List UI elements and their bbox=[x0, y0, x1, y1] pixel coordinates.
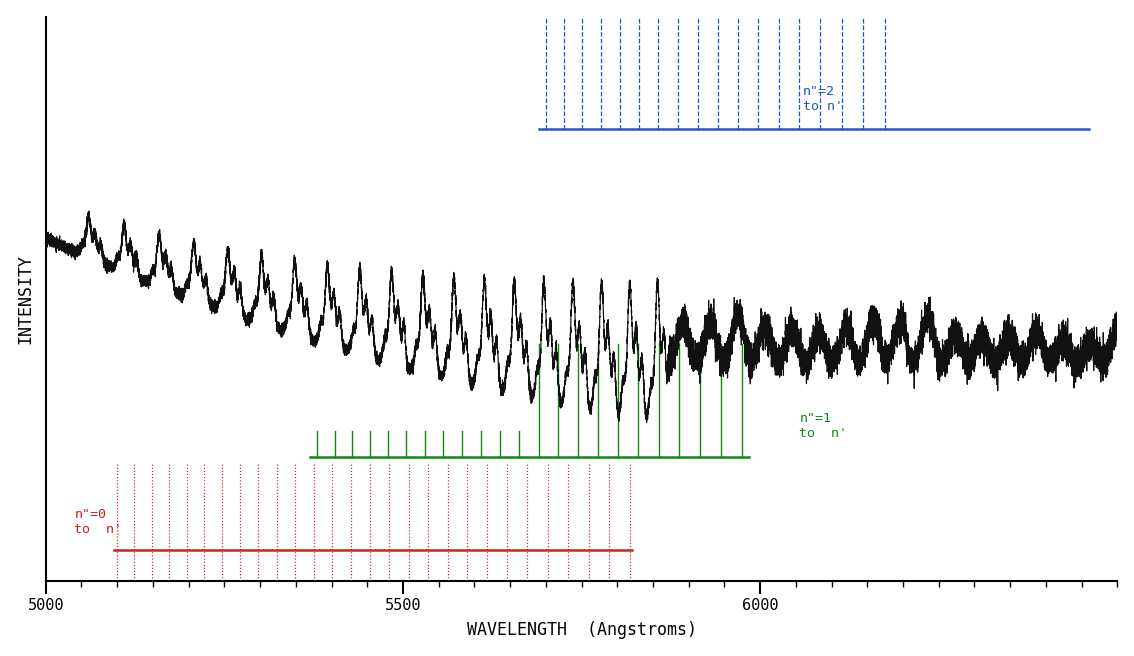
X-axis label: WAVELENGTH  (Angstroms): WAVELENGTH (Angstroms) bbox=[466, 621, 696, 640]
Text: n"=0
to  n': n"=0 to n' bbox=[75, 508, 122, 535]
Text: n"=2
to n': n"=2 to n' bbox=[803, 85, 843, 113]
Text: n"=1
to  n': n"=1 to n' bbox=[799, 412, 847, 440]
Y-axis label: INTENSITY: INTENSITY bbox=[17, 254, 35, 344]
